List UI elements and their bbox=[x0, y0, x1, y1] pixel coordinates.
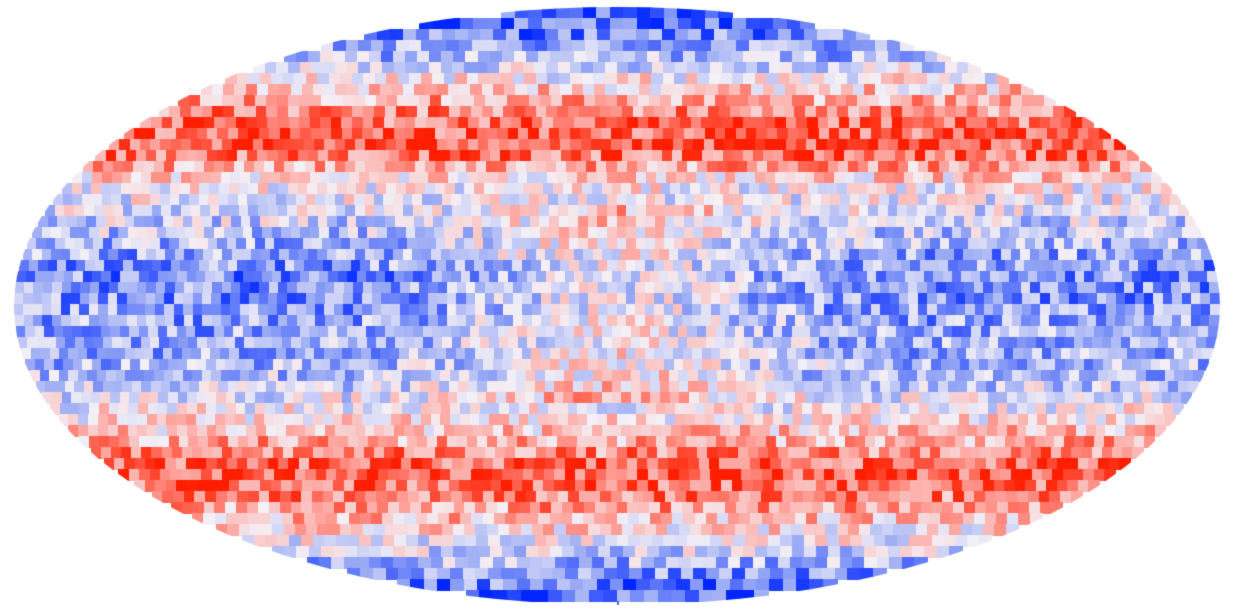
map-figure bbox=[0, 0, 1235, 611]
mollweide-map bbox=[0, 0, 1235, 611]
